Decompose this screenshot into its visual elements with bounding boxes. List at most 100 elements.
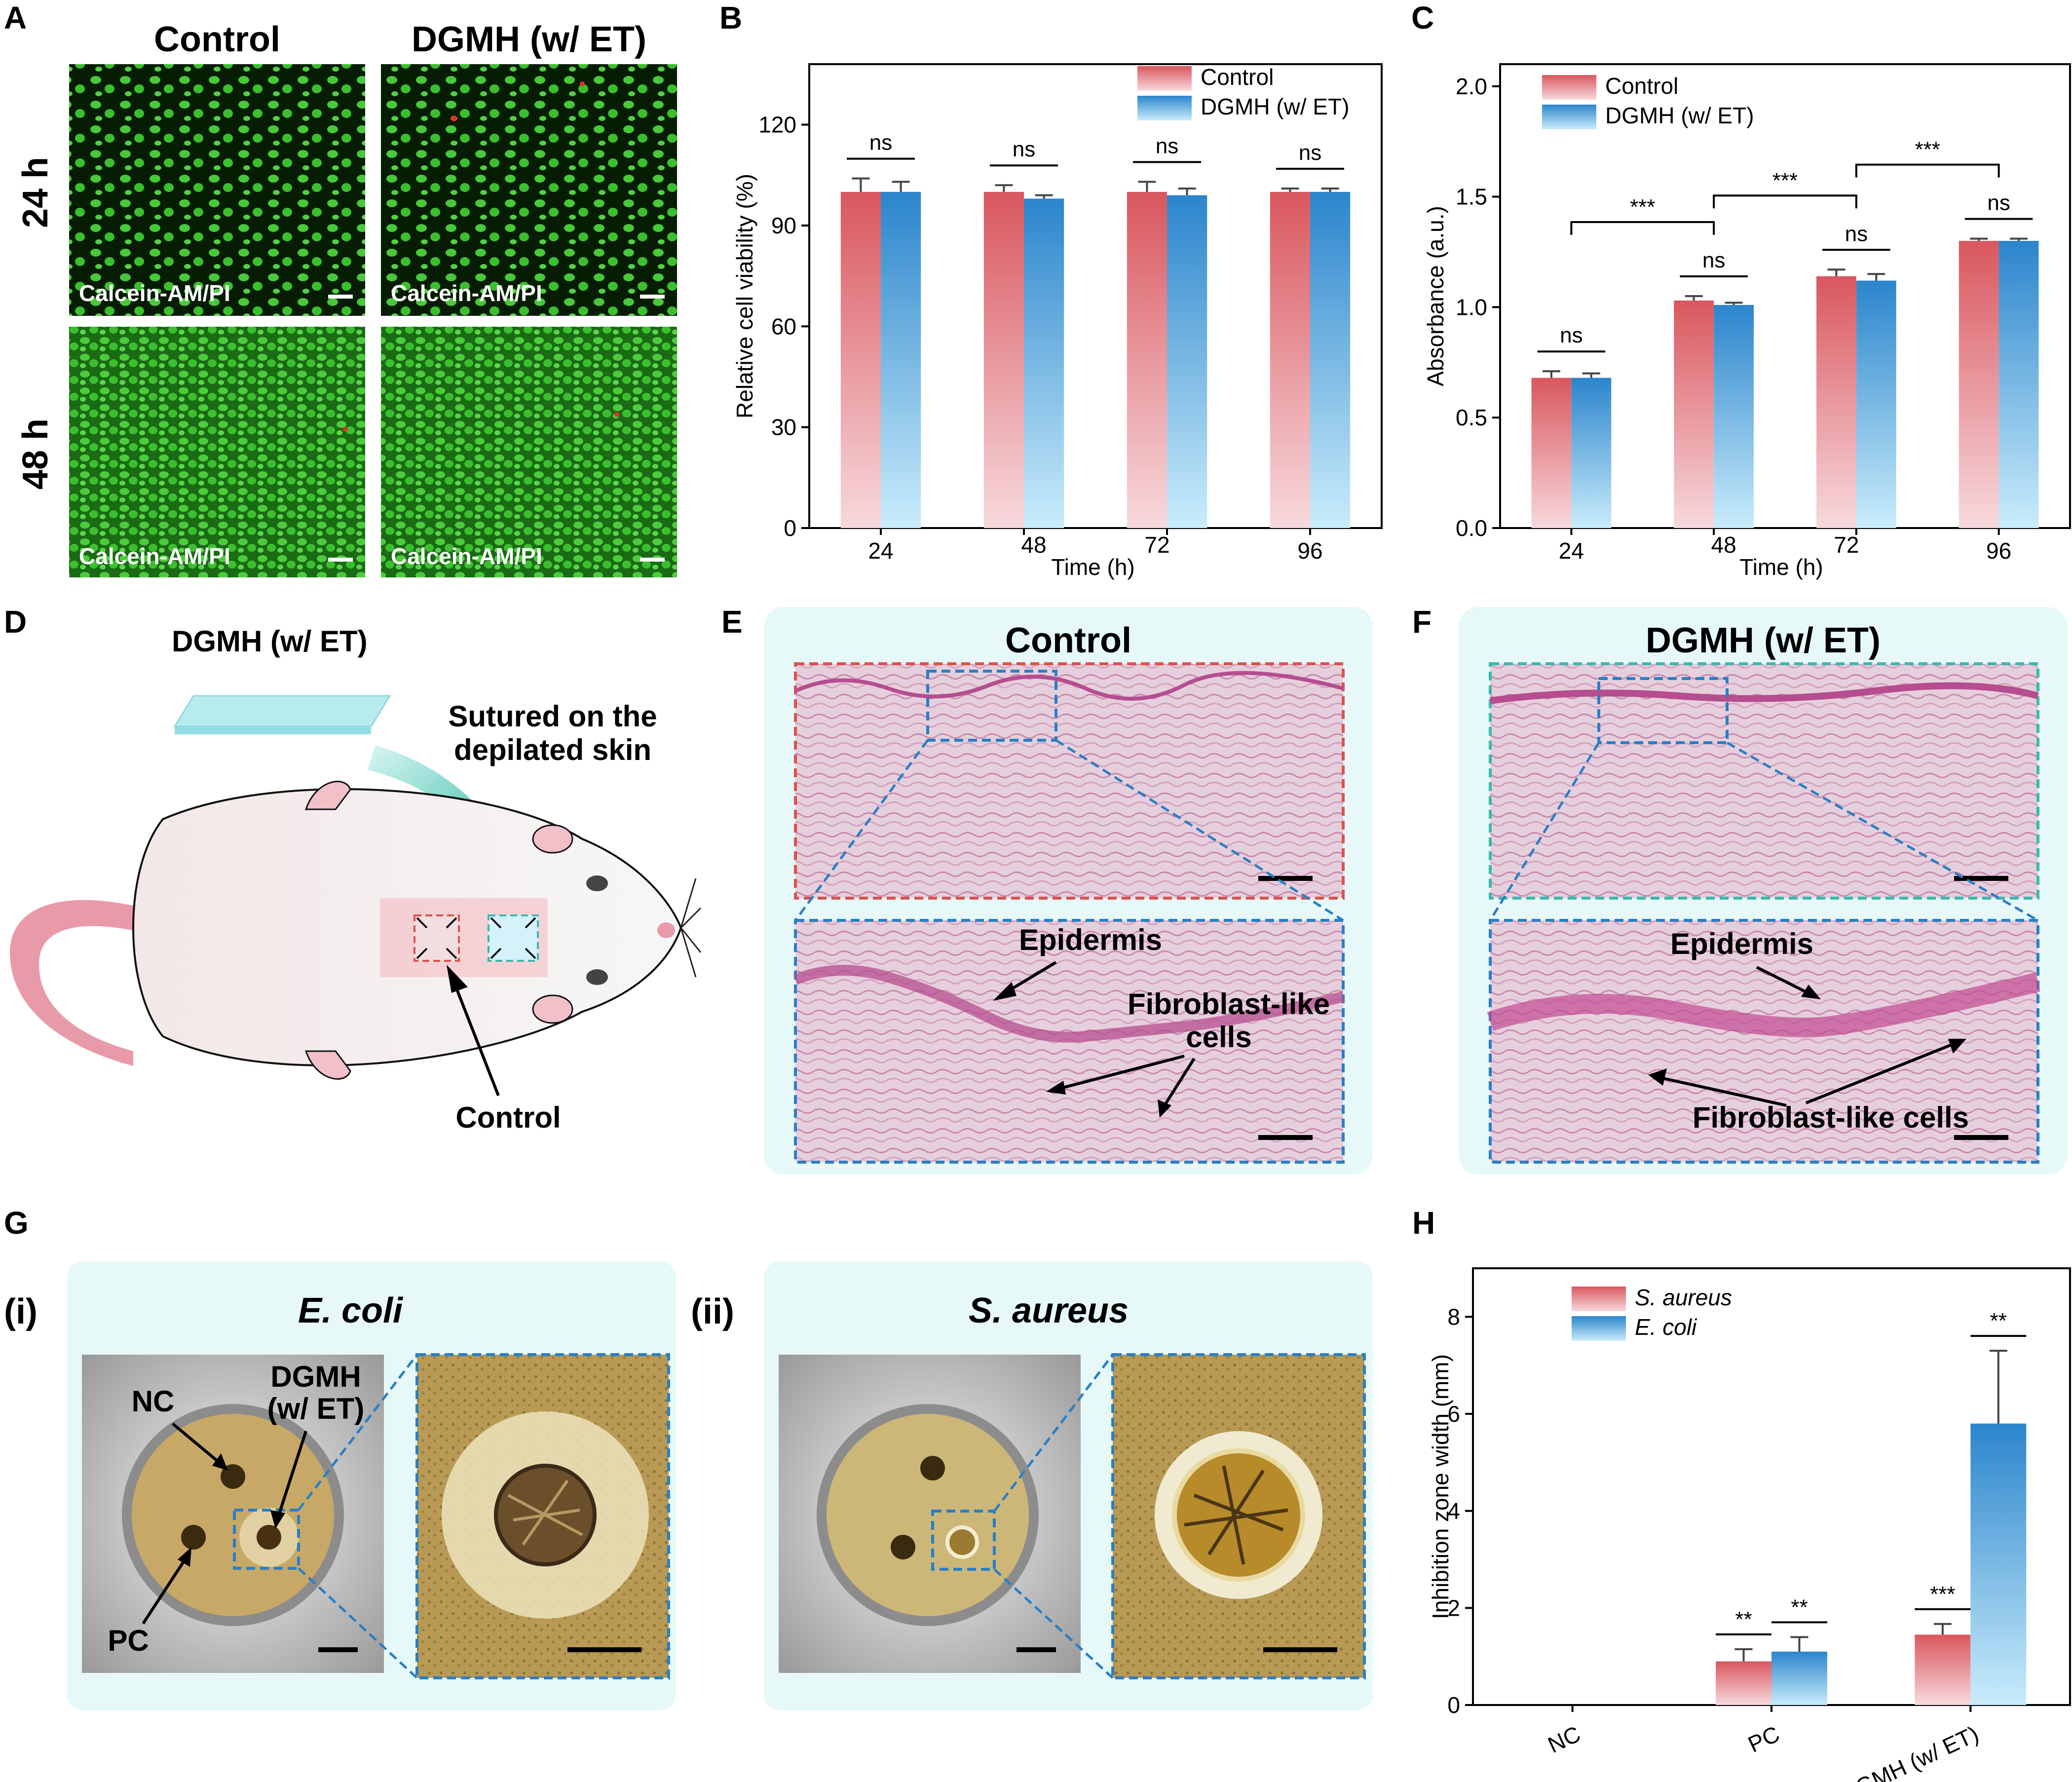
y-tick-label: 2 — [1447, 1595, 1460, 1621]
x-tick-label: PC — [1744, 1721, 1783, 1757]
plot-frame — [808, 63, 1383, 529]
panel-f-epidermis-label: Epidermis — [1670, 927, 1813, 960]
scale-bar — [328, 558, 353, 562]
bar-series1 — [1816, 276, 1856, 528]
y-tick-label: 90 — [771, 213, 796, 238]
arrowhead-icon — [993, 982, 1017, 1001]
zoom-guide-lines — [298, 1354, 418, 1679]
zoom-ecoli — [415, 1353, 670, 1679]
legend-swatch — [1572, 1287, 1626, 1311]
bar-series1 — [1959, 241, 1999, 529]
significance-label: ns — [1702, 248, 1725, 272]
significance-label: ns — [1299, 141, 1321, 165]
stain-label: Calcein-AM/PI — [79, 543, 230, 569]
bar-series1 — [1270, 191, 1310, 528]
y-tick-label: 0 — [1447, 1692, 1460, 1718]
significance-label: ns — [1987, 191, 2010, 215]
chart-b-cell-viability: 0 30 60 90 120 24 48 72 96 Time (h) Relative cell … — [732, 63, 1383, 580]
y-tick-label: 120 — [758, 112, 796, 138]
panel-letter-c: C — [1411, 0, 1434, 36]
scale-bar — [567, 1647, 641, 1652]
panel-e-title: Control — [1005, 621, 1131, 660]
y-tick-label: 30 — [771, 415, 796, 440]
significance-label: ns — [1845, 222, 1868, 246]
arrow-icon — [1756, 966, 1807, 993]
bar-series1 — [1674, 300, 1714, 528]
bar-series2 — [1310, 191, 1351, 528]
comparison-bracket — [1855, 163, 2000, 178]
panel-f-title: DGMH (w/ ET) — [1646, 621, 1881, 660]
bar-series2 — [1167, 195, 1207, 528]
comparison-label: *** — [1772, 168, 1798, 192]
histology-control-high-mag — [793, 919, 1345, 1164]
bar-series1 — [1531, 378, 1572, 528]
micrograph-control-24h: Calcein-AM/PI — [69, 64, 365, 316]
micrograph-control-48h: Calcein-AM/PI — [69, 327, 365, 577]
bar-series2 — [1998, 241, 2039, 529]
y-tick-label: 2.0 — [1456, 74, 1487, 99]
arrowhead-icon — [1648, 1068, 1667, 1086]
legend-swatch — [1542, 75, 1596, 100]
scale-bar — [1263, 1647, 1337, 1652]
panel-letter-g: G — [4, 1205, 29, 1241]
x-tick-label: 48 — [1711, 532, 1736, 558]
panel-letter-e: E — [721, 604, 743, 640]
scale-bar — [1258, 1135, 1313, 1140]
arrow-icon — [142, 1558, 187, 1625]
significance-label: *** — [1930, 1582, 1955, 1606]
arrow-icon — [1060, 1055, 1196, 1106]
stain-label: Calcein-AM/PI — [79, 280, 230, 306]
scale-bar — [1954, 876, 2008, 881]
y-tick-label: 1.0 — [1456, 294, 1487, 320]
panel-letter-h: H — [1412, 1205, 1435, 1241]
arrow-icon — [1006, 961, 1057, 993]
arrowhead-icon — [270, 1510, 285, 1529]
significance-label: ** — [1791, 1595, 1808, 1619]
legend-label: DGMH (w/ ET) — [1605, 103, 1754, 128]
panel-d-material-label: DGMH (w/ ET) — [172, 625, 368, 658]
bar-series1 — [1716, 1661, 1771, 1705]
bar-series2 — [1771, 1651, 1827, 1705]
zoom-region-box — [1597, 677, 1729, 744]
x-tick-label: 72 — [1144, 532, 1169, 558]
stain-label: Calcein-AM/PI — [391, 280, 542, 306]
comparison-bracket — [1713, 194, 1857, 209]
panel-letter-f: F — [1412, 604, 1432, 640]
panel-letter-b: B — [719, 0, 742, 36]
panel-letter-a: A — [4, 0, 27, 36]
panel-g-sub-ii: (ii) — [691, 1292, 734, 1331]
arrowhead-icon — [1801, 985, 1821, 999]
panel-g-dgmh-label-line1: DGMH — [270, 1360, 361, 1393]
bar-series1 — [1127, 191, 1167, 528]
y-axis-label: Inhibition zone width (mm) — [1428, 1354, 1453, 1619]
histology-dgmh-low-mag — [1489, 662, 2039, 900]
arrowhead-icon — [212, 1453, 228, 1471]
panel-d-control-label: Control — [455, 1101, 561, 1134]
y-axis-label: Absorbance (a.u.) — [1423, 206, 1448, 386]
y-tick-label: 1.5 — [1456, 184, 1487, 210]
arrowhead-icon — [1948, 1039, 1966, 1054]
control-pointer-arrow-icon — [452, 981, 500, 1097]
x-tick-label: 48 — [1021, 532, 1046, 558]
bar-series2 — [1970, 1423, 2027, 1705]
chart-c-absorbance: 0.0 0.5 1.0 1.5 2.0 24 48 72 96 Time (h) Absorbanc… — [1423, 63, 2071, 580]
scale-bar — [640, 295, 665, 299]
panel-e-epidermis-label: Epidermis — [1019, 923, 1162, 956]
x-tick-label: DGMH (w/ ET) — [1837, 1721, 1982, 1782]
bar-series1 — [840, 191, 881, 528]
legend-label: Control — [1605, 73, 1678, 99]
panel-g-nc-label: NC — [132, 1385, 175, 1418]
panel-g-pc-label: PC — [108, 1624, 149, 1657]
zoom-region-box — [233, 1509, 300, 1570]
stain-label: Calcein-AM/PI — [391, 543, 542, 569]
legend-label: DGMH (w/ ET) — [1201, 94, 1350, 119]
legend-swatch — [1137, 96, 1192, 120]
y-tick-label: 4 — [1447, 1498, 1460, 1524]
zoom-guide-lines — [1489, 741, 2039, 922]
bar-series2 — [1856, 280, 1896, 528]
panel-g-title-saureus: S. aureus — [969, 1291, 1129, 1330]
arrowhead-icon — [178, 1547, 191, 1567]
significance-label: ns — [869, 131, 892, 155]
panel-g-sub-i: (i) — [4, 1292, 38, 1331]
